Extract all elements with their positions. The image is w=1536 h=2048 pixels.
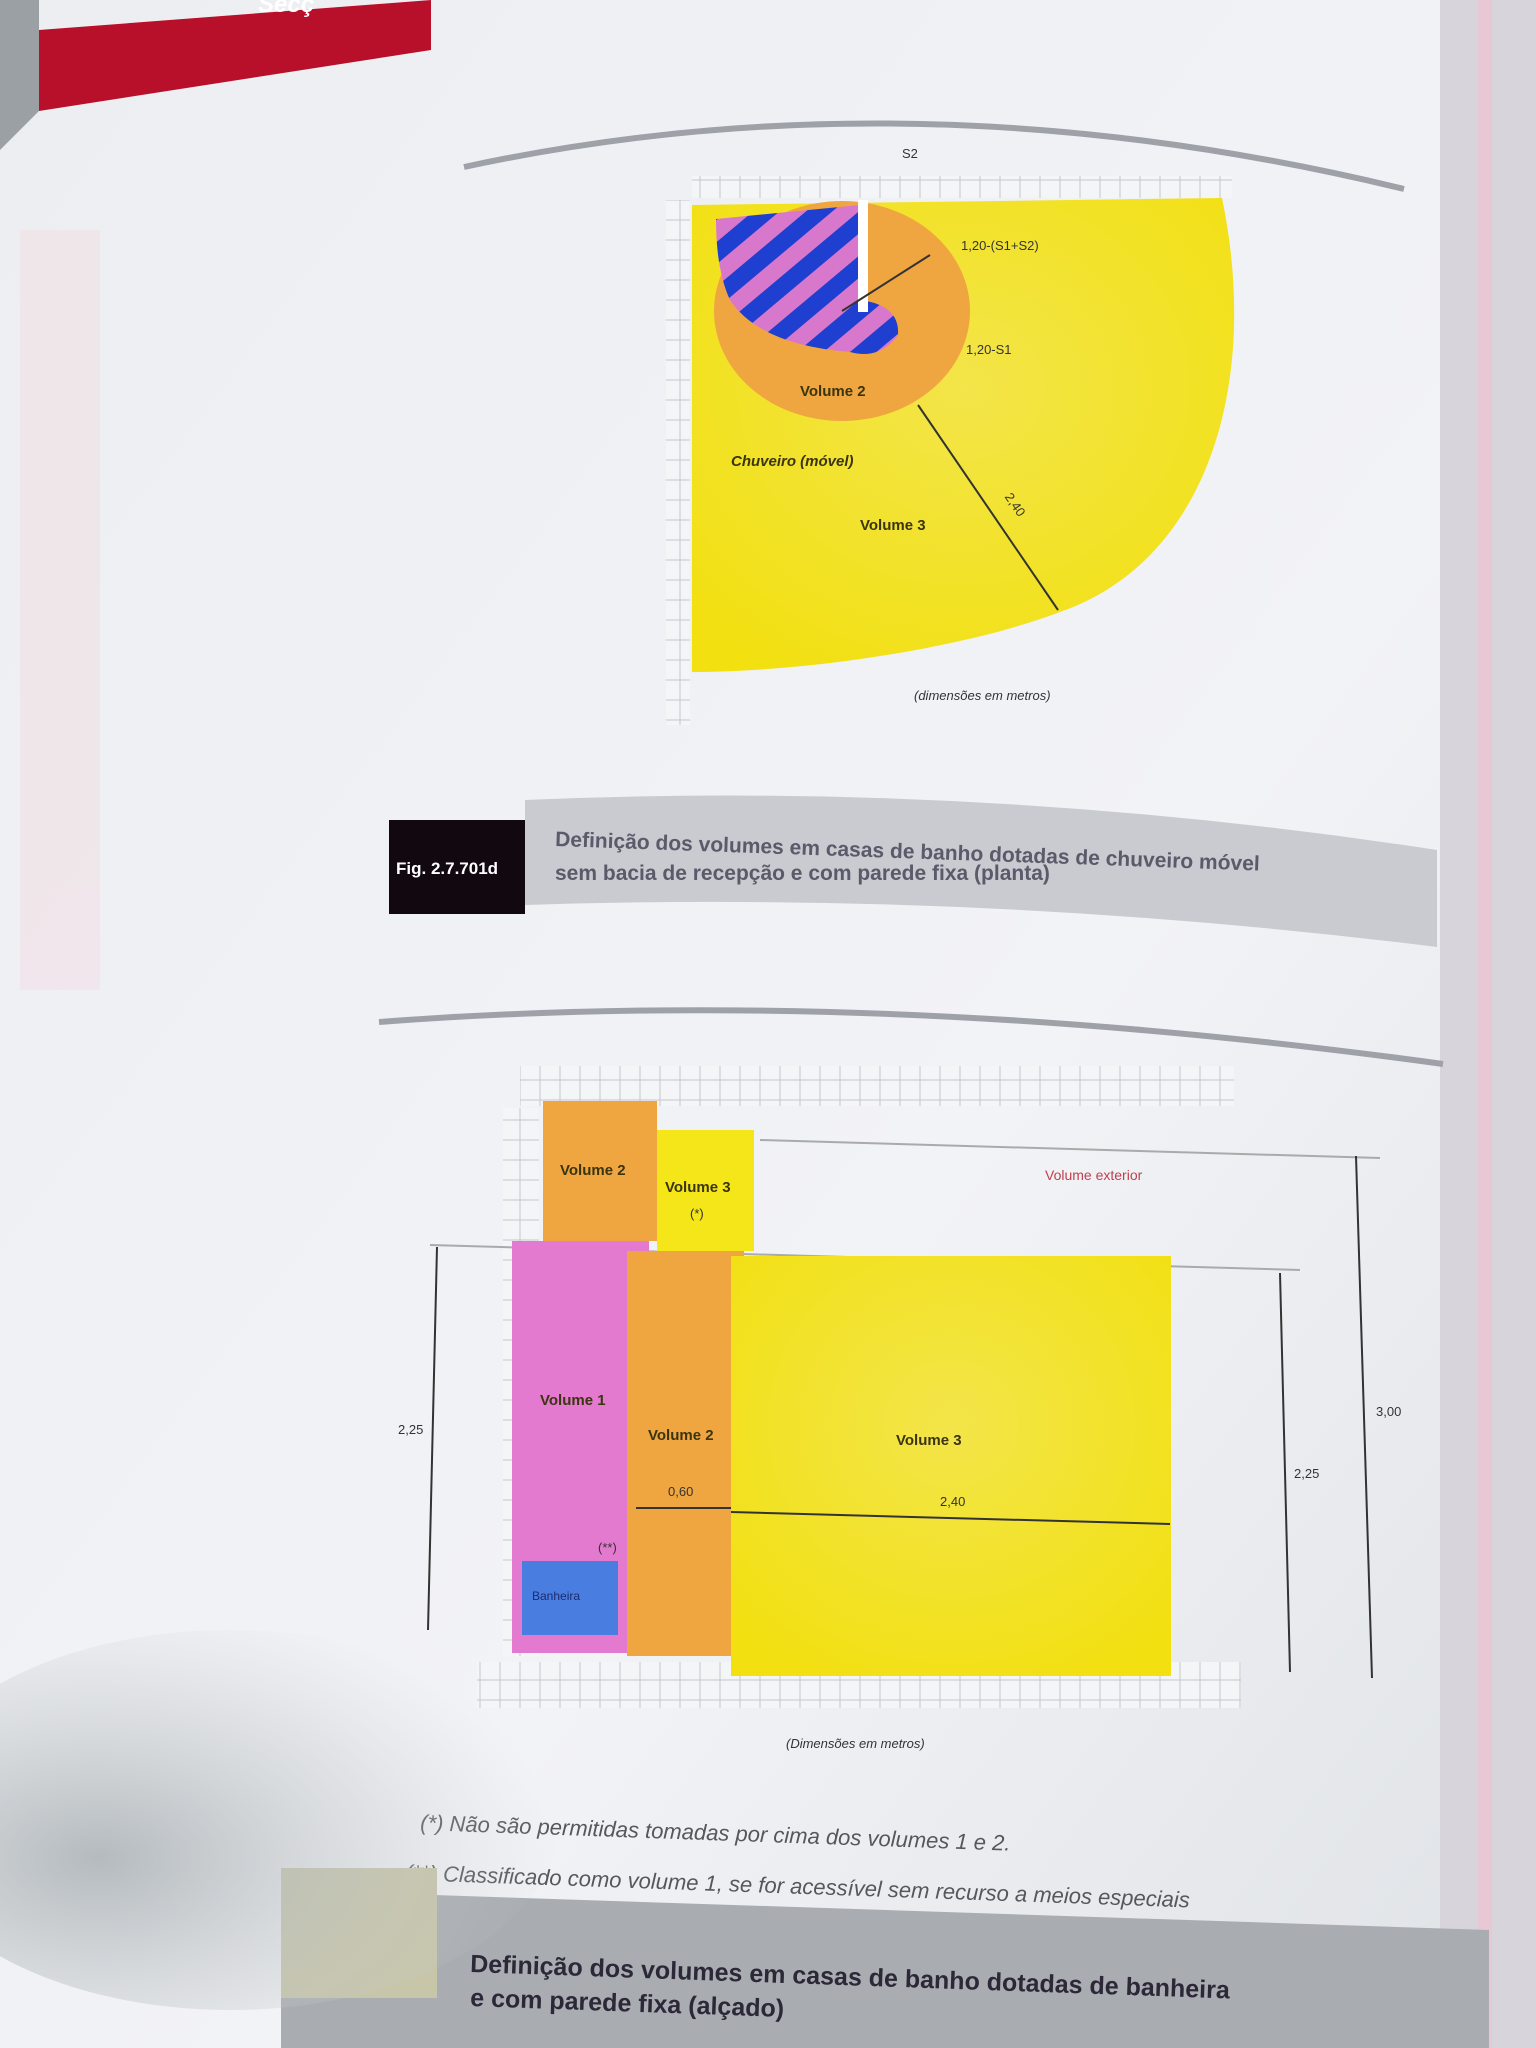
radius-arrow <box>917 404 1059 611</box>
label-volume-2: Volume 2 <box>648 1427 714 1444</box>
label-dim-225-right: 2,25 <box>1294 1466 1319 1481</box>
ruler-left <box>666 200 690 725</box>
caption-line-2: sem bacia de recepção e com parede fixa … <box>555 862 1050 885</box>
units-note-top: (dimensões em metros) <box>914 688 1051 703</box>
radius-arrow-inner <box>841 254 931 312</box>
zone-volume-3 <box>731 1256 1171 1676</box>
label-volume-3: Volume 3 <box>860 517 926 534</box>
dim-line-225-left <box>427 1246 438 1631</box>
figure-caption-top: Fig. 2.7.701d Definição dos volumes em c… <box>389 795 1437 947</box>
label-dim-225-left: 2,25 <box>398 1422 423 1437</box>
label-outer-radius: 1,20-(S1+S2) <box>961 238 1039 253</box>
label-bathtub: Banheira <box>532 1589 580 1603</box>
zone-volume-3-top <box>657 1130 754 1251</box>
separator-line-2 <box>378 1007 1444 1067</box>
label-volume-1: Volume 1 <box>540 1392 606 1409</box>
fig-number-box <box>389 820 525 914</box>
units-note-bottom: (Dimensões em metros) <box>786 1736 925 1751</box>
left-margin-marks <box>20 230 100 990</box>
dim-line-225-right <box>1279 1272 1291 1673</box>
label-dim-240: 2,40 <box>940 1494 965 1509</box>
fixed-wall <box>858 200 868 312</box>
page-edge-highlight <box>1478 0 1492 2048</box>
figure-caption-bottom: Definição dos volumes em casas de banho … <box>281 1868 1489 2048</box>
figure-bottom-elevation: Volume 2 Volume 3 (*) Volume exterior Vo… <box>398 1066 1401 1751</box>
label-volume-2-top: Volume 2 <box>560 1162 626 1179</box>
caption-band <box>525 795 1437 947</box>
frame-line <box>759 1139 1381 1159</box>
dim-line-300 <box>1355 1155 1373 1679</box>
section-header-tab-shadow <box>0 0 39 150</box>
label-volume-3-top: Volume 3 <box>665 1179 731 1196</box>
fig-number: Fig. 2.7.701d <box>396 859 498 878</box>
label-dim-060: 0,60 <box>668 1484 693 1499</box>
section-header-tab <box>39 0 431 111</box>
label-shower: Chuveiro (móvel) <box>731 453 854 470</box>
label-s2: S2 <box>902 146 918 161</box>
camera-shadow <box>0 1630 560 2010</box>
section-header-text: Secç <box>258 0 314 18</box>
bathtub <box>522 1561 618 1635</box>
label-dim-300: 3,00 <box>1376 1404 1401 1419</box>
label-bathtub-note: (**) <box>598 1540 617 1555</box>
zone-volume-2-top <box>543 1101 657 1241</box>
caption-band <box>281 1890 1489 2048</box>
label-volume-exterior: Volume exterior <box>1045 1167 1143 1183</box>
ruler-top <box>692 176 1232 198</box>
separator-line <box>463 120 1405 192</box>
figure-top-plan: S2 1,20-(S1+S2) 1,20-S1 Volume 2 Chuveir… <box>666 146 1235 725</box>
zone-volume-2 <box>627 1251 744 1656</box>
label-inner-radius: 1,20-S1 <box>966 342 1012 357</box>
ruler-top <box>520 1066 1234 1106</box>
label-volume-3-top-note: (*) <box>690 1206 704 1221</box>
volume-0-1-zone <box>716 205 899 354</box>
dim-line-240 <box>730 1511 1171 1525</box>
label-volume-2: Volume 2 <box>800 383 866 400</box>
label-volume-3: Volume 3 <box>896 1432 962 1449</box>
